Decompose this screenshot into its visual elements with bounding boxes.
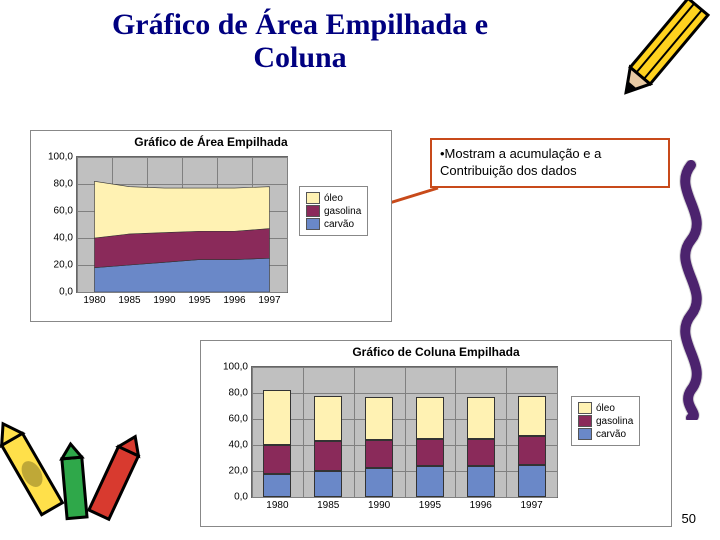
column-chart-title: Gráfico de Coluna Empilhada (201, 341, 671, 363)
title-line2: Coluna (253, 41, 346, 74)
callout-box: •Mostram a acumulação e a Contribuição d… (430, 138, 670, 188)
slide-title: Gráfico de Área Empilhada e Coluna (20, 8, 580, 74)
legend-item-carvao: carvão (578, 428, 633, 440)
yellow-pencil-clipart (606, 0, 716, 114)
title-line1: Gráfico de Área Empilhada e (112, 8, 488, 41)
ytick: 0,0 (59, 287, 77, 298)
legend-swatch-carvao (306, 218, 320, 230)
xtick: 1995 (419, 497, 441, 511)
ytick: 60,0 (54, 206, 77, 217)
xtick: 1985 (118, 292, 140, 306)
bar-gasolina (467, 439, 495, 466)
column-chart-plot: 0,020,040,060,080,0100,01980198519901995… (251, 366, 558, 498)
legend-swatch-gasolina (306, 205, 320, 217)
callout-line2: Contribuição dos dados (440, 163, 660, 180)
xtick: 1996 (223, 292, 245, 306)
legend-item-oleo: óleo (306, 192, 361, 204)
bar-gasolina (518, 436, 546, 465)
area-chart-legend: óleo gasolina carvão (299, 186, 368, 236)
bar-carvao (518, 465, 546, 498)
bar-oleo (263, 390, 291, 445)
bar-carvao (263, 474, 291, 497)
ytick: 60,0 (229, 414, 252, 425)
xtick: 1985 (317, 497, 339, 511)
crayons-clipart (0, 396, 154, 540)
bar-oleo (314, 396, 342, 442)
legend-label-gasolina: gasolina (324, 206, 361, 217)
bar-oleo (416, 397, 444, 439)
ytick: 20,0 (229, 466, 252, 477)
bar-gasolina (365, 440, 393, 469)
legend-item-oleo: óleo (578, 402, 633, 414)
ytick: 100,0 (48, 152, 77, 163)
area-chart-svg (77, 157, 287, 292)
area-oleo (95, 181, 270, 238)
bar-carvao (365, 468, 393, 497)
ytick: 40,0 (54, 233, 77, 244)
legend-swatch-gasolina (578, 415, 592, 427)
xtick: 1980 (266, 497, 288, 511)
bar-oleo (518, 396, 546, 436)
column-chart-container: Gráfico de Coluna Empilhada 0,020,040,06… (200, 340, 672, 527)
bar-carvao (314, 471, 342, 497)
legend-item-gasolina: gasolina (306, 205, 361, 217)
legend-label-oleo: óleo (596, 403, 615, 414)
area-chart-title: Gráfico de Área Empilhada (31, 131, 391, 153)
ytick: 0,0 (234, 492, 252, 503)
callout-line1: •Mostram a acumulação e a (440, 146, 660, 163)
bar-gasolina (416, 439, 444, 466)
bar-oleo (467, 397, 495, 439)
xtick: 1996 (470, 497, 492, 511)
xtick: 1980 (83, 292, 105, 306)
legend-swatch-oleo (578, 402, 592, 414)
xtick: 1990 (368, 497, 390, 511)
purple-squiggle-clipart (666, 160, 716, 420)
page-number: 50 (682, 511, 696, 526)
xtick: 1990 (153, 292, 175, 306)
legend-label-oleo: óleo (324, 193, 343, 204)
bar-carvao (416, 466, 444, 497)
legend-swatch-oleo (306, 192, 320, 204)
column-chart-legend: óleo gasolina carvão (571, 396, 640, 446)
bar-carvao (467, 466, 495, 497)
ytick: 80,0 (229, 388, 252, 399)
ytick: 20,0 (54, 260, 77, 271)
bar-oleo (365, 397, 393, 440)
ytick: 100,0 (223, 362, 252, 373)
legend-item-gasolina: gasolina (578, 415, 633, 427)
legend-label-gasolina: gasolina (596, 416, 633, 427)
ytick: 40,0 (229, 440, 252, 451)
legend-label-carvao: carvão (324, 219, 354, 230)
legend-item-carvao: carvão (306, 218, 361, 230)
xtick: 1997 (258, 292, 280, 306)
legend-label-carvao: carvão (596, 429, 626, 440)
xtick: 1997 (520, 497, 542, 511)
area-chart-plot: 0,020,040,060,080,0100,01980198519901995… (76, 156, 288, 293)
ytick: 80,0 (54, 179, 77, 190)
legend-swatch-carvao (578, 428, 592, 440)
xtick: 1995 (188, 292, 210, 306)
area-chart-container: Gráfico de Área Empilhada 0,020,040,060,… (30, 130, 392, 322)
bar-gasolina (314, 441, 342, 471)
bar-gasolina (263, 445, 291, 474)
